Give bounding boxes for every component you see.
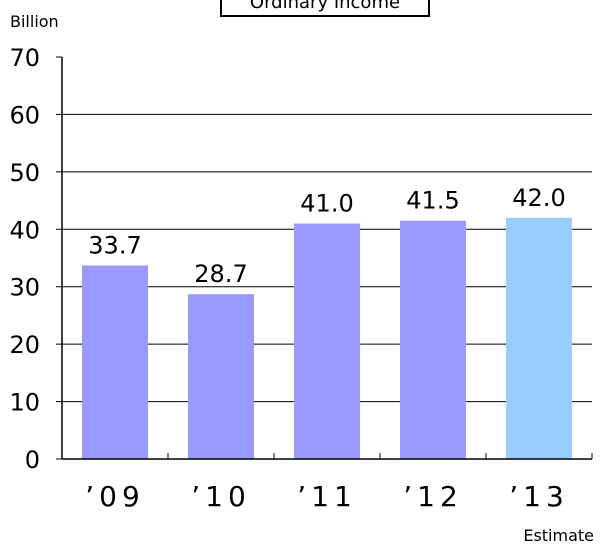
y-tick-label: 0 [25,446,40,474]
value-labels: 33.7 28.7 41.0 41.5 42.0 [88,184,565,288]
bar [400,220,466,459]
y-tick-label: 60 [9,101,40,129]
value-label: 28.7 [194,260,247,288]
chart-title-box: Ordinary Income [220,0,430,17]
value-label: 41.0 [300,190,353,218]
chart-title: Ordinary Income [250,0,400,13]
y-tick-label: 30 [9,274,40,302]
x-tick-label: ’12 [403,480,463,513]
x-tick-label: ’11 [297,480,357,513]
bar [294,223,360,459]
y-tick-label: 50 [9,159,40,187]
value-label: 41.5 [406,187,459,215]
bar [506,217,572,459]
x-tick-label: ’13 [509,480,569,513]
bar [188,294,254,459]
y-axis-unit-label: Billion [10,12,59,31]
bar [82,265,148,459]
x-tick-label: ’10 [191,480,251,513]
y-tick-label: 40 [9,216,40,244]
y-tick-label: 10 [9,389,40,417]
bars [82,217,572,459]
value-label: 42.0 [512,184,565,212]
axes [61,57,592,460]
value-label: 33.7 [88,231,141,259]
y-tick-label: 70 [9,44,40,72]
estimate-note: Estimate [523,526,594,545]
y-axis-ticks: 0 10 20 30 40 50 60 70 [9,44,62,474]
y-tick-label: 20 [9,331,40,359]
x-axis-ticks: ’09 ’10 ’11 ’12 ’13 [61,453,593,513]
x-tick-label: ’09 [85,480,145,513]
